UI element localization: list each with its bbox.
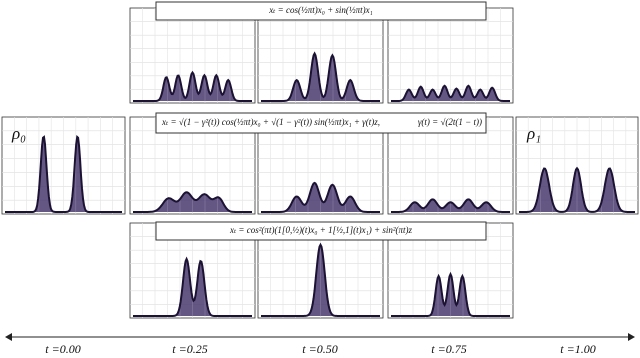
density-fill bbox=[391, 85, 510, 101]
formula: xₜ = cos²(πt)(1[0,½)(t)x₀ + 1[½,1](t)x₁)… bbox=[229, 225, 413, 235]
density-fill bbox=[391, 199, 510, 212]
formula: xₜ = cos(½πt)x₀ + sin(½πt)x₁ bbox=[268, 5, 373, 15]
density-curve bbox=[133, 70, 252, 102]
density-curve bbox=[133, 191, 252, 213]
density-curve bbox=[5, 135, 122, 213]
density-fill bbox=[133, 259, 252, 316]
density-fill bbox=[261, 53, 380, 101]
density-curve bbox=[261, 51, 380, 102]
density-curve bbox=[391, 198, 510, 213]
time-label: t =0.75 bbox=[431, 342, 466, 356]
end-label: ρ₁ bbox=[526, 124, 541, 143]
formula-box: xₜ = cos²(πt)(1[0,½)(t)x₀ + 1[½,1](t)x₁)… bbox=[155, 221, 487, 241]
density-curve bbox=[519, 166, 635, 213]
density-curve bbox=[261, 181, 380, 213]
density-panel bbox=[1, 116, 126, 215]
formula-box: xₜ = cos(½πt)x₀ + sin(½πt)x₁ bbox=[155, 1, 487, 21]
density-fill bbox=[133, 192, 252, 212]
density-panel bbox=[387, 7, 514, 104]
density-curve bbox=[391, 84, 510, 102]
formula: xₜ = √(1 − γ²(t)) cos(½πt)x₀ + √(1 − γ²(… bbox=[161, 117, 380, 127]
time-label: t =0.25 bbox=[172, 342, 207, 356]
density-fill bbox=[261, 244, 380, 316]
start-label: ρ₀ bbox=[11, 124, 26, 143]
formula: γ(t) = √(2t(1 − t)) bbox=[418, 117, 482, 127]
time-label: t =1.00 bbox=[560, 342, 595, 356]
density-panel bbox=[257, 7, 384, 104]
density-fill bbox=[261, 182, 380, 212]
density-fill bbox=[391, 274, 510, 316]
time-label: t =0.50 bbox=[302, 342, 337, 356]
panels bbox=[1, 7, 639, 319]
density-curve bbox=[261, 242, 380, 317]
time-label: t =0.00 bbox=[45, 342, 80, 356]
density-curve bbox=[391, 271, 510, 317]
formula-box: xₜ = √(1 − γ²(t)) cos(½πt)x₀ + √(1 − γ²(… bbox=[155, 112, 487, 134]
density-panel bbox=[515, 116, 639, 215]
density-curve bbox=[133, 256, 252, 317]
density-panel bbox=[129, 7, 256, 104]
